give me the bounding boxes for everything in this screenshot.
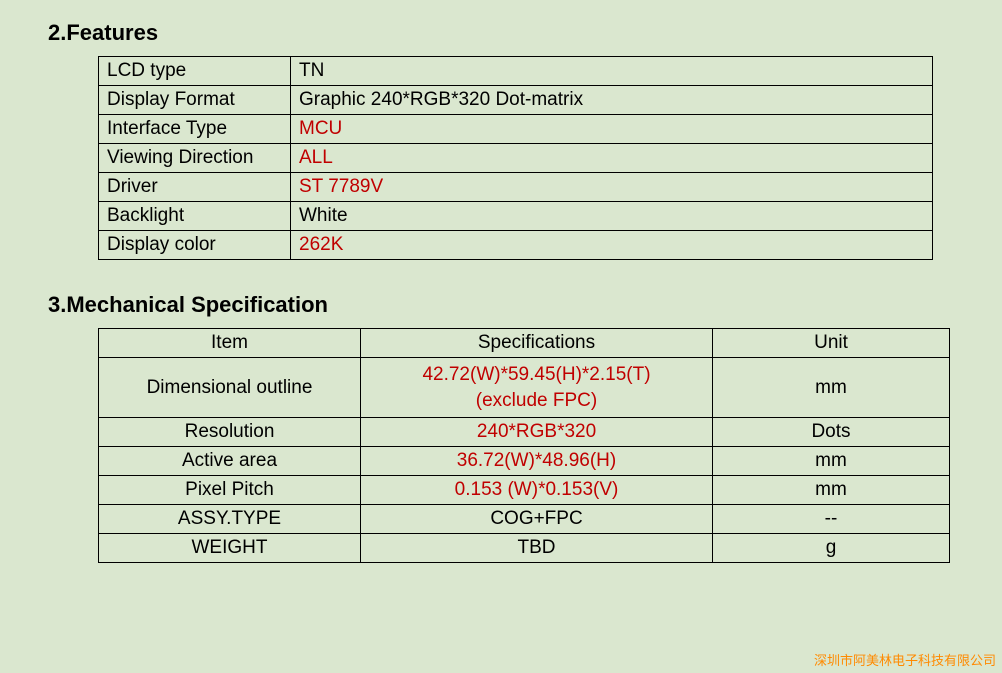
mechanical-heading: 3.Mechanical Specification [48, 292, 954, 318]
table-row: Pixel Pitch 0.153 (W)*0.153(V) mm [99, 476, 950, 505]
table-row: Active area 36.72(W)*48.96(H) mm [99, 447, 950, 476]
mech-item: Active area [99, 447, 361, 476]
features-table: LCD type TN Display Format Graphic 240*R… [98, 56, 933, 260]
mech-unit: mm [713, 358, 950, 418]
mech-header-unit: Unit [713, 329, 950, 358]
features-value: MCU [291, 115, 933, 144]
table-row: ASSY.TYPE COG+FPC -- [99, 505, 950, 534]
mech-unit: mm [713, 447, 950, 476]
features-label: Driver [99, 173, 291, 202]
mech-item: Resolution [99, 418, 361, 447]
table-row: Backlight White [99, 202, 933, 231]
mech-spec: TBD [361, 534, 713, 563]
mech-item: ASSY.TYPE [99, 505, 361, 534]
mechanical-table: Item Specifications Unit Dimensional out… [98, 328, 950, 563]
features-label: Display Format [99, 86, 291, 115]
features-heading: 2.Features [48, 20, 954, 46]
mech-unit: mm [713, 476, 950, 505]
table-header-row: Item Specifications Unit [99, 329, 950, 358]
features-label: Display color [99, 231, 291, 260]
mech-spec: COG+FPC [361, 505, 713, 534]
features-value: ST 7789V [291, 173, 933, 202]
mech-unit: Dots [713, 418, 950, 447]
table-row: Driver ST 7789V [99, 173, 933, 202]
table-row: Interface Type MCU [99, 115, 933, 144]
table-row: Display Format Graphic 240*RGB*320 Dot-m… [99, 86, 933, 115]
mech-spec: 42.72(W)*59.45(H)*2.15(T)(exclude FPC) [361, 358, 713, 418]
mech-unit: -- [713, 505, 950, 534]
table-row: Dimensional outline 42.72(W)*59.45(H)*2.… [99, 358, 950, 418]
features-value: Graphic 240*RGB*320 Dot-matrix [291, 86, 933, 115]
mech-unit: g [713, 534, 950, 563]
mech-spec: 0.153 (W)*0.153(V) [361, 476, 713, 505]
table-row: Display color 262K [99, 231, 933, 260]
features-label: Viewing Direction [99, 144, 291, 173]
features-value: White [291, 202, 933, 231]
table-row: LCD type TN [99, 57, 933, 86]
mech-item: Dimensional outline [99, 358, 361, 418]
table-row: Resolution 240*RGB*320 Dots [99, 418, 950, 447]
footer-watermark: 深圳市阿美林电子科技有限公司 [814, 650, 996, 669]
features-label: Backlight [99, 202, 291, 231]
mech-item: WEIGHT [99, 534, 361, 563]
mech-spec: 240*RGB*320 [361, 418, 713, 447]
features-value: 262K [291, 231, 933, 260]
features-value: ALL [291, 144, 933, 173]
features-label: Interface Type [99, 115, 291, 144]
mech-header-item: Item [99, 329, 361, 358]
table-row: Viewing Direction ALL [99, 144, 933, 173]
mech-spec: 36.72(W)*48.96(H) [361, 447, 713, 476]
mech-header-spec: Specifications [361, 329, 713, 358]
features-value: TN [291, 57, 933, 86]
features-label: LCD type [99, 57, 291, 86]
table-row: WEIGHT TBD g [99, 534, 950, 563]
mech-item: Pixel Pitch [99, 476, 361, 505]
